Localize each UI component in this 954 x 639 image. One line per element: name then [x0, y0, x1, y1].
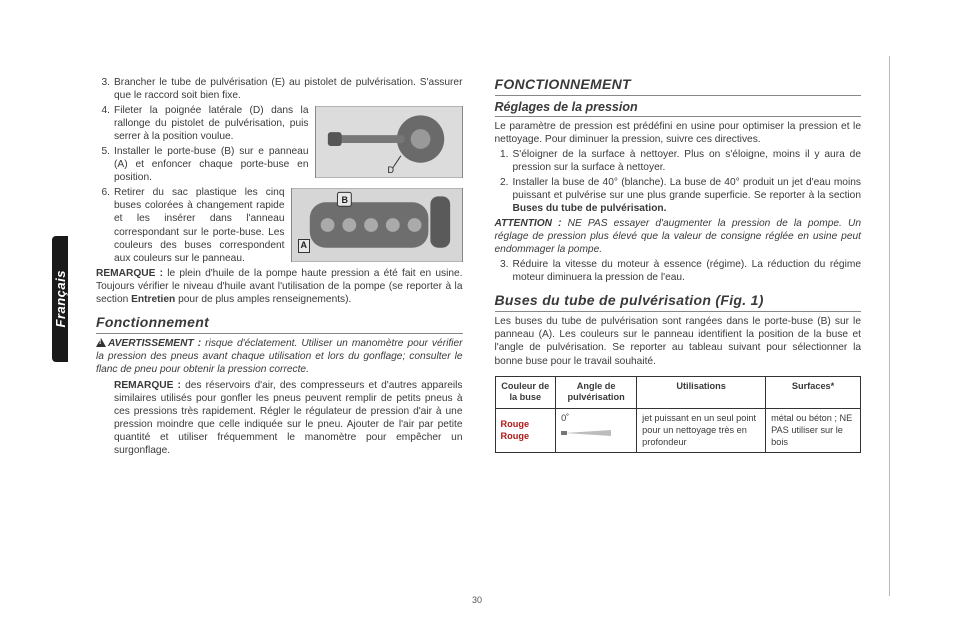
remark-label: REMARQUE :: [96, 268, 163, 279]
page-number: 30: [0, 595, 954, 605]
spray-icon: [561, 425, 615, 443]
step-text-a: Installer la buse de 40° (blanche). La b…: [513, 177, 862, 201]
td-uses: jet puissant en un seul point pour un ne…: [637, 409, 766, 453]
step-number: 1.: [495, 148, 513, 174]
step-bold: Buses du tube de pulvérisation.: [513, 203, 667, 214]
list-item: 1. S'éloigner de la surface à nettoyer. …: [495, 148, 862, 174]
heading-fonctionnement-caps: FONCTIONNEMENT: [495, 76, 862, 96]
step-text: Fileter la poignée latérale (D) dans la …: [114, 104, 309, 143]
step-number: 6.: [96, 186, 114, 264]
list-item: 4. Fileter la poignée latérale (D) dans …: [96, 104, 309, 143]
warning-paragraph: AVERTISSEMENT : risque d'éclatement. Uti…: [96, 337, 463, 376]
th-angle: Angle de pulvérisation: [556, 376, 637, 409]
page: 3. Brancher le tube de pulvérisation (E)…: [68, 56, 890, 596]
remark-bold: Entretien: [131, 294, 175, 305]
list-item: 3. Réduire la vitesse du moteur à essenc…: [495, 258, 862, 284]
step-number: 3.: [96, 76, 114, 102]
step-number: 2.: [495, 176, 513, 215]
step-text: Retirer du sac plastique les cinq buses …: [114, 186, 285, 264]
illustration-panel: B A: [291, 188, 463, 262]
callout-b: B: [342, 195, 349, 207]
step-text: Installer le porte-buse (B) sur e pannea…: [114, 145, 309, 184]
warning-icon: [96, 338, 106, 347]
left-column: 3. Brancher le tube de pulvérisation (E)…: [68, 56, 479, 596]
step-number: 3.: [495, 258, 513, 284]
list-item: 5. Installer le porte-buse (B) sur e pan…: [96, 145, 309, 184]
remark-text: des réservoirs d'air, des compresseurs e…: [114, 380, 463, 456]
heading-buses: Buses du tube de pulvérisation (Fig. 1): [495, 292, 862, 312]
nozzle-table: Couleur de la buse Angle de pulvérisatio…: [495, 376, 862, 454]
color-label: Rouge Rouge: [501, 419, 530, 441]
right-column: FONCTIONNEMENT Réglages de la pression L…: [479, 56, 890, 596]
td-surfaces: métal ou béton ; NE PAS utiliser sur le …: [766, 409, 861, 453]
th-color: Couleur de la buse: [495, 376, 556, 409]
list-item: 6. Retirer du sac plastique les cinq bus…: [96, 186, 285, 264]
step-number: 5.: [96, 145, 114, 184]
table-row: Rouge Rouge 0˚ jet puissant en un seul p…: [495, 409, 861, 453]
callout-a: A: [298, 239, 311, 253]
remark-tires: REMARQUE : des réservoirs d'air, des com…: [96, 379, 463, 457]
attention-label: ATTENTION :: [495, 218, 562, 229]
remark-oil: REMARQUE : le plein d'huile de la pompe …: [96, 267, 463, 306]
th-uses: Utilisations: [637, 376, 766, 409]
td-angle: 0˚: [556, 409, 637, 453]
list-item: 2. Installer la buse de 40° (blanche). L…: [495, 176, 862, 215]
th-surfaces: Surfaces*: [766, 376, 861, 409]
warning-label: AVERTISSEMENT :: [108, 338, 201, 349]
buses-text: Les buses du tube de pulvérisation sont …: [495, 315, 862, 367]
illustration-handle: D: [315, 106, 463, 178]
step-text: Brancher le tube de pulvérisation (E) au…: [114, 76, 463, 102]
language-tab: Français: [52, 236, 68, 362]
step-text: S'éloigner de la surface à nettoyer. Plu…: [513, 148, 862, 174]
attention-paragraph: ATTENTION : NE PAS essayer d'augmenter l…: [495, 217, 862, 256]
angle-label: 0˚: [561, 413, 631, 425]
heading-reglages: Réglages de la pression: [495, 99, 862, 117]
step-text: Installer la buse de 40° (blanche). La b…: [513, 176, 862, 215]
table-header-row: Couleur de la buse Angle de pulvérisatio…: [495, 376, 861, 409]
language-tab-label: Français: [53, 270, 68, 327]
step-number: 4.: [96, 104, 114, 143]
step-text: Réduire la vitesse du moteur à essence (…: [513, 258, 862, 284]
td-color: Rouge Rouge: [495, 409, 556, 453]
remark-text-b: pour de plus amples renseignements).: [175, 294, 351, 305]
remark-label: REMARQUE :: [114, 380, 181, 391]
heading-fonctionnement: Fonctionnement: [96, 314, 463, 334]
reglages-intro: Le paramètre de pression est prédéfini e…: [495, 120, 862, 146]
callout-d: D: [388, 165, 395, 177]
list-item: 3. Brancher le tube de pulvérisation (E)…: [96, 76, 463, 102]
